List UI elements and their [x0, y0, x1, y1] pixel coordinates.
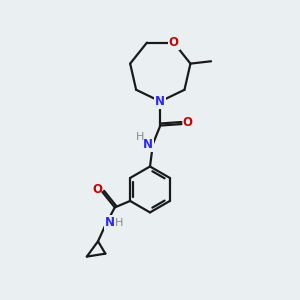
Text: N: N	[155, 95, 165, 108]
Text: O: O	[169, 36, 179, 49]
Text: H: H	[136, 132, 144, 142]
Text: N: N	[142, 138, 153, 151]
Text: N: N	[105, 216, 115, 229]
Text: O: O	[182, 116, 192, 129]
Text: O: O	[92, 183, 102, 196]
Text: H: H	[115, 218, 124, 228]
